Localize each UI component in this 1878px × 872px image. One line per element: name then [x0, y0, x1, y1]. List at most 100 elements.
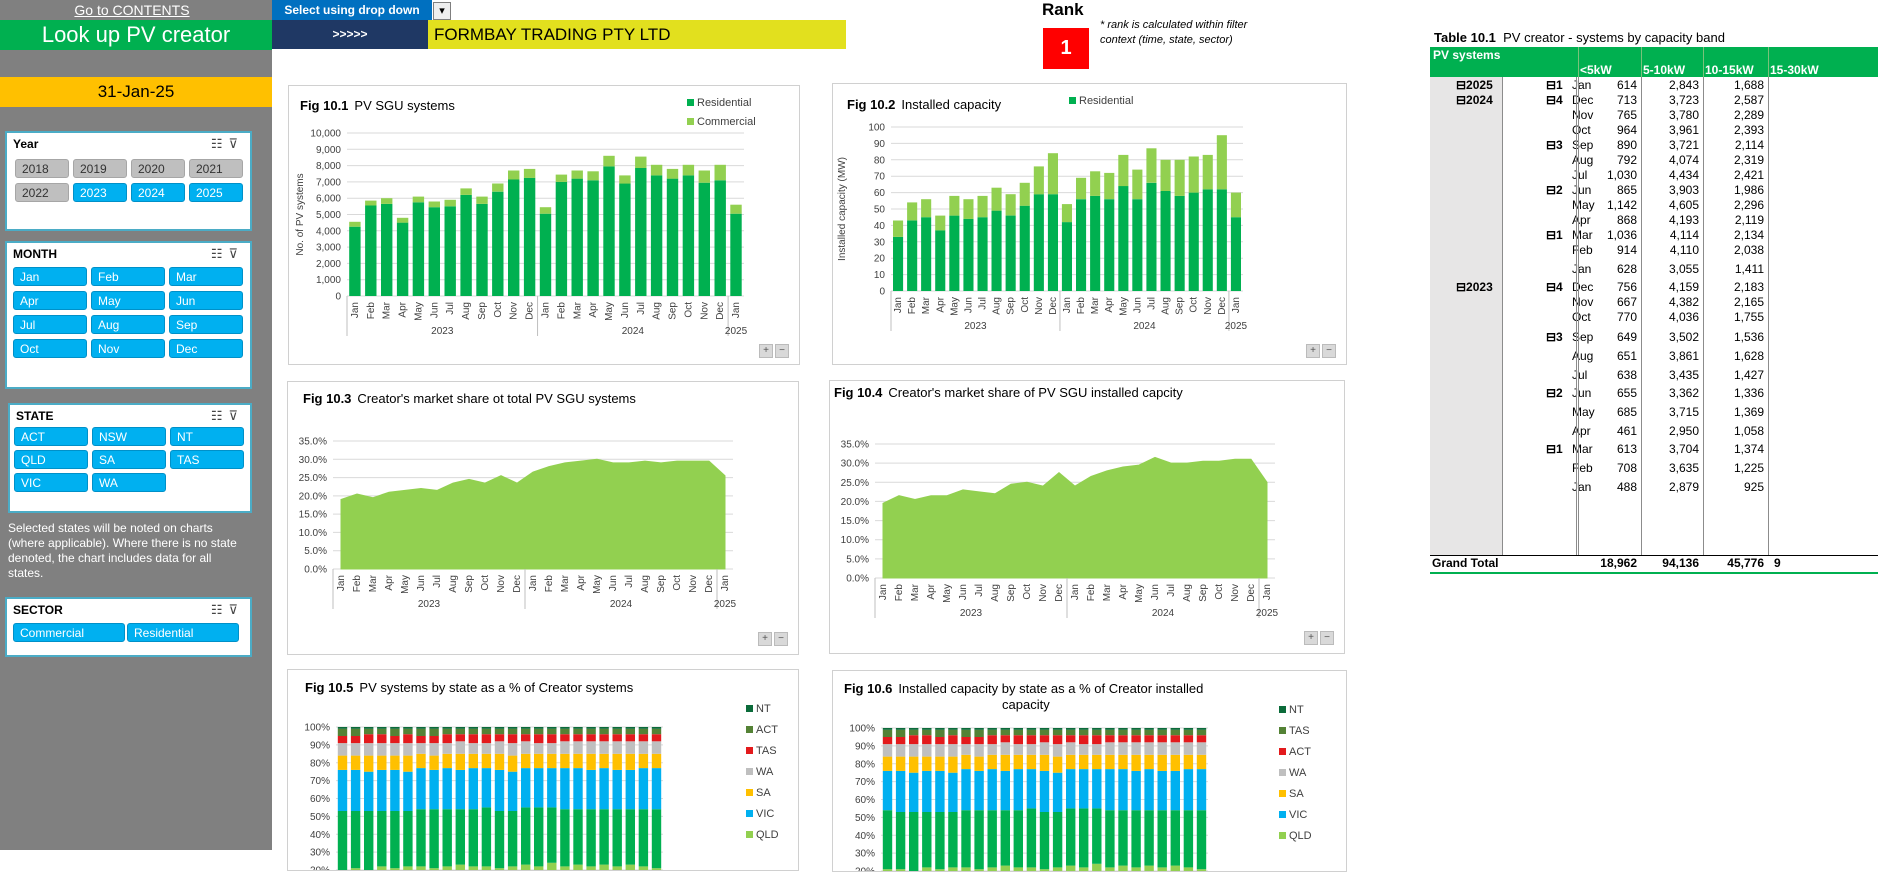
month-button-nov[interactable]: Nov — [91, 339, 165, 358]
bar-wa — [1196, 742, 1207, 755]
row-header[interactable]: PV systems — [1433, 48, 1501, 62]
bar-segment — [893, 220, 904, 237]
month-button-apr[interactable]: Apr — [13, 291, 87, 310]
bar-sa — [481, 753, 492, 769]
state-button-sa[interactable]: SA — [92, 450, 166, 469]
bar-segment — [1118, 154, 1129, 187]
state-button-wa[interactable]: WA — [92, 473, 166, 492]
month-button-aug[interactable]: Aug — [91, 315, 165, 334]
month-label: May — [1572, 405, 1595, 419]
quarter-label[interactable]: ⊟1 — [1546, 228, 1563, 242]
year-button-2018[interactable]: 2018 — [15, 159, 69, 178]
multi-select-icon[interactable]: ☷ — [210, 602, 229, 617]
table-cell: 2,393 — [1733, 123, 1764, 137]
bar-tas — [1196, 729, 1207, 736]
month-button-jul[interactable]: Jul — [13, 315, 87, 334]
bar-qld — [1144, 865, 1154, 871]
x-tick-label: Jul — [974, 584, 985, 597]
clear-filter-icon[interactable]: ⊽ — [228, 602, 244, 617]
column-header: <5kW — [1580, 63, 1612, 77]
bar-qld — [987, 867, 997, 871]
year-button-2024[interactable]: 2024 — [131, 183, 185, 202]
month-label: May — [1572, 198, 1595, 212]
bar-sa — [1170, 754, 1180, 771]
state-button-tas[interactable]: TAS — [170, 450, 244, 469]
year-button-2023[interactable]: 2023 — [73, 183, 127, 202]
table-title: Table 10.1 PV creator - systems by capac… — [1434, 30, 1725, 45]
quarter-label[interactable]: ⊟2 — [1546, 386, 1563, 400]
table-row: Apr 461 2,950 1,058 — [1428, 424, 1878, 439]
bar-wa — [1105, 742, 1115, 755]
state-button-act[interactable]: ACT — [14, 427, 88, 446]
bar-residential — [907, 220, 918, 291]
year-label[interactable]: ⊟2023 — [1456, 280, 1493, 294]
quarter-label[interactable]: ⊟1 — [1546, 78, 1563, 92]
bar-wa — [1144, 742, 1154, 755]
month-button-jun[interactable]: Jun — [169, 291, 243, 310]
sector-button-residential[interactable]: Residential — [127, 623, 239, 642]
x-tick-label: Jun — [620, 302, 631, 318]
zoom-controls[interactable]: + − — [1304, 344, 1336, 358]
bar-residential — [460, 194, 472, 296]
month-button-feb[interactable]: Feb — [91, 267, 165, 286]
bar-residential — [1090, 195, 1101, 291]
y-tick-label: 50% — [855, 813, 875, 824]
zoom-controls[interactable]: + − — [1302, 631, 1334, 645]
quarter-label[interactable]: ⊟3 — [1546, 138, 1563, 152]
bar-nt — [507, 727, 518, 729]
table-cell: 667 — [1616, 295, 1637, 309]
year-button-2020[interactable]: 2020 — [131, 159, 185, 178]
y-tick-label: 10.0% — [841, 535, 869, 546]
multi-select-icon[interactable]: ☷ — [210, 408, 229, 423]
month-button-jan[interactable]: Jan — [13, 267, 87, 286]
quarter-label[interactable]: ⊟1 — [1546, 442, 1563, 456]
filter-dropdown-icon[interactable]: ▾ — [433, 2, 451, 20]
fig-10-5-panel: Fig 10.5 PV systems by state as a % of Cr… — [287, 669, 799, 871]
zoom-controls[interactable]: + − — [756, 632, 788, 646]
quarter-label[interactable]: ⊟4 — [1546, 280, 1563, 294]
bar-nsw — [882, 810, 893, 870]
multi-select-icon[interactable]: ☷ — [210, 136, 229, 151]
clear-filter-icon[interactable]: ⊽ — [228, 246, 244, 261]
collapse-icon: − — [1320, 631, 1334, 645]
bar-nt — [429, 727, 439, 729]
x-tick-label: Sep — [464, 575, 475, 593]
month-button-oct[interactable]: Oct — [13, 339, 87, 358]
bar-nt — [987, 728, 997, 730]
month-button-sep[interactable]: Sep — [169, 315, 243, 334]
month-button-dec[interactable]: Dec — [169, 339, 243, 358]
table-cell: 638 — [1616, 368, 1637, 382]
year-button-2025[interactable]: 2025 — [189, 183, 243, 202]
clear-filter-icon[interactable]: ⊽ — [228, 408, 244, 423]
year-button-2021[interactable]: 2021 — [189, 159, 243, 178]
month-button-may[interactable]: May — [91, 291, 165, 310]
multi-select-icon[interactable]: ☷ — [210, 246, 229, 261]
quarter-label[interactable]: ⊟3 — [1546, 330, 1563, 344]
state-button-qld[interactable]: QLD — [14, 450, 88, 469]
bar-sa — [1118, 754, 1128, 770]
year-label[interactable]: ⊟2024 — [1456, 93, 1493, 107]
bar-nt — [1013, 728, 1023, 730]
state-button-vic[interactable]: VIC — [14, 473, 88, 492]
bar-act — [1144, 735, 1154, 743]
clear-filter-icon[interactable]: ⊽ — [228, 136, 244, 151]
year-label: 2024 — [1152, 608, 1175, 619]
company-select[interactable]: FORMBAY TRADING PTY LTD — [428, 20, 846, 49]
legend-swatch — [1279, 769, 1286, 776]
state-button-nt[interactable]: NT — [170, 427, 244, 446]
legend-label: TAS — [1289, 725, 1310, 737]
state-button-nsw[interactable]: NSW — [92, 427, 166, 446]
year-button-2022[interactable]: 2022 — [15, 183, 69, 202]
quarter-label[interactable]: ⊟4 — [1546, 93, 1563, 107]
go-to-contents-link[interactable]: Go to CONTENTS — [74, 2, 190, 18]
sector-button-commercial[interactable]: Commercial — [13, 623, 125, 642]
year-label[interactable]: ⊟2025 — [1456, 78, 1493, 92]
bar-nt — [337, 727, 348, 729]
legend-swatch — [687, 99, 694, 106]
bar-vic — [1196, 769, 1207, 811]
year-button-2019[interactable]: 2019 — [73, 159, 127, 178]
zoom-controls[interactable]: + − — [757, 344, 789, 358]
month-button-mar[interactable]: Mar — [169, 267, 243, 286]
quarter-label[interactable]: ⊟2 — [1546, 183, 1563, 197]
legend-label: QLD — [1289, 830, 1312, 842]
